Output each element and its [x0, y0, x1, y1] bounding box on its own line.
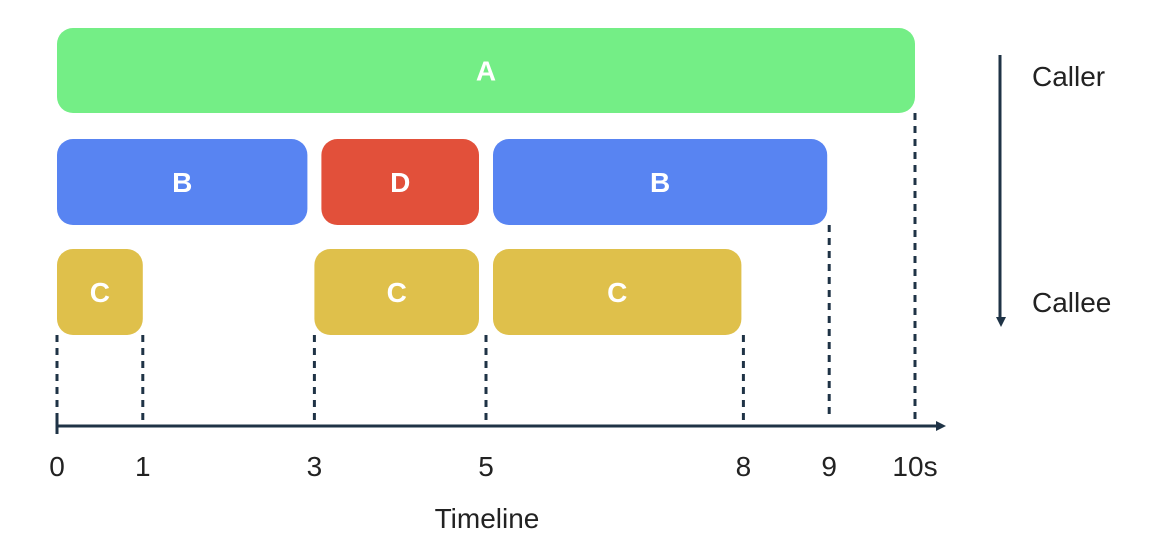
span-bar — [321, 139, 479, 225]
span-label: D — [390, 167, 410, 198]
span-label: C — [387, 277, 407, 308]
dashed-markers — [55, 113, 917, 420]
span-a-caller-0: A — [57, 28, 915, 113]
span-label: B — [650, 167, 670, 198]
span-bar — [493, 249, 742, 335]
time-axis — [55, 418, 946, 434]
span-bar — [314, 249, 479, 335]
span-bar — [493, 139, 828, 225]
tick-label-9: 9 — [821, 451, 837, 482]
span-label: A — [476, 56, 496, 87]
tick-label-5: 5 — [478, 451, 494, 482]
caller-label: Caller — [1032, 61, 1105, 92]
tick-label-8: 8 — [736, 451, 752, 482]
span-c-callee-0: C — [57, 249, 143, 335]
tick-label-3: 3 — [307, 451, 323, 482]
span-bar — [57, 249, 143, 335]
callee-label: Callee — [1032, 287, 1111, 318]
span-bar — [57, 28, 915, 113]
axis-title: Timeline — [435, 503, 540, 534]
span-label: C — [90, 277, 110, 308]
span-d-middle-1: D — [321, 139, 479, 225]
span-bars: A B D B C C C — [57, 28, 915, 335]
span-label: C — [607, 277, 627, 308]
span-label: B — [172, 167, 192, 198]
tick-label-1: 1 — [135, 451, 151, 482]
tick-labels: 0 1 3 5 8 9 10s — [49, 451, 937, 482]
tick-label-0: 0 — [49, 451, 65, 482]
span-bar — [57, 139, 308, 225]
span-c-callee-2: C — [493, 249, 742, 335]
tick-label-10: 10s — [892, 451, 937, 482]
span-b-middle-2: B — [493, 139, 828, 225]
span-b-middle-0: B — [57, 139, 308, 225]
span-c-callee-1: C — [314, 249, 479, 335]
